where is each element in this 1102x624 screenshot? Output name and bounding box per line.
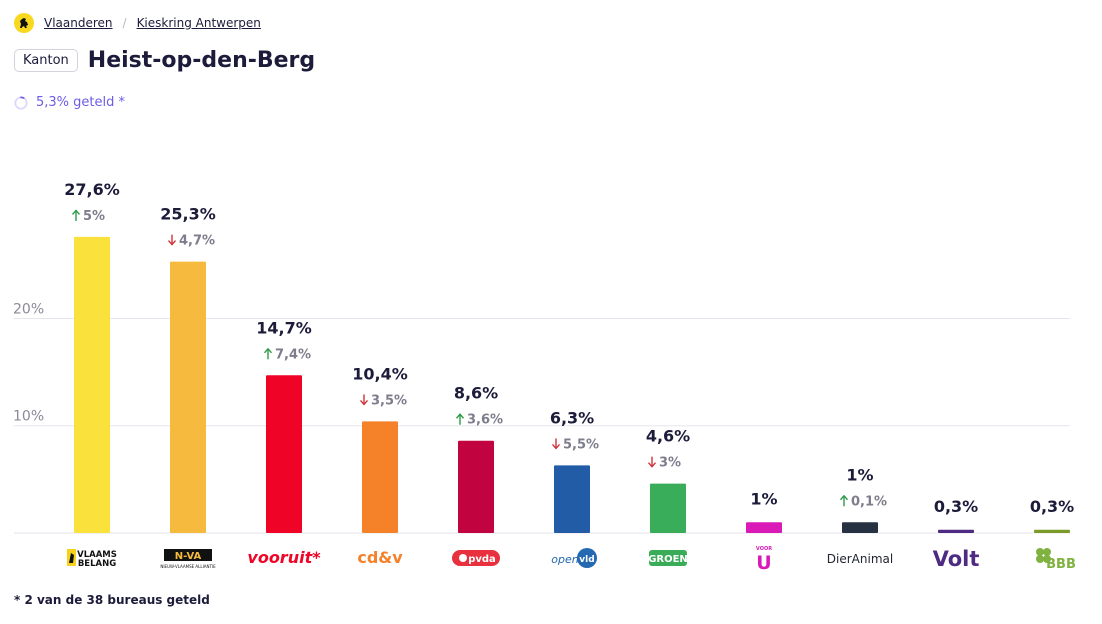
bar[interactable] (266, 375, 302, 533)
bar-group-5[interactable]: 8,6% 3,6% pvda (452, 384, 503, 566)
arrow-down-icon (647, 456, 657, 468)
y-tick-label: 20% (13, 301, 44, 317)
level-tag: Kanton (14, 49, 78, 72)
change-label: 4,7% (179, 234, 215, 249)
title-row: Kanton Heist-op-den-Berg (14, 48, 315, 73)
bar-group-9[interactable]: 1% 0,1% DierAnimal (827, 465, 893, 566)
change-label: 5,5% (563, 437, 599, 452)
breadcrumb-link-vlaanderen[interactable]: Vlaanderen (44, 16, 113, 30)
value-label: 8,6% (454, 384, 498, 403)
party-logo: vooruit* (247, 548, 321, 567)
value-label: 25,3% (160, 205, 216, 224)
bar[interactable] (650, 483, 686, 533)
party-logo: cd&v (357, 548, 403, 567)
progress-text: 5,3% geteld * (36, 95, 126, 110)
value-label: 0,3% (1030, 497, 1074, 516)
change-label: 7,4% (275, 347, 311, 362)
bar-group-2[interactable]: 25,3% 4,7% N-VA NIEUW-VLAAMSE ALLIANTIE (160, 205, 216, 569)
bar-group-7[interactable]: 4,6% 3% GROEN (646, 427, 690, 566)
bar-group-4[interactable]: 10,4% 3,5% cd&v (352, 364, 408, 567)
party-logo-text: VOOR (756, 546, 772, 552)
breadcrumb: Vlaanderen / Kieskring Antwerpen (14, 12, 261, 34)
progress-ring-icon (14, 95, 28, 110)
party-logo-text: cd&v (357, 548, 403, 567)
arrow-down-icon (359, 394, 369, 406)
bar[interactable] (458, 440, 494, 533)
party-logo: GROEN (648, 550, 688, 566)
value-label: 4,6% (646, 427, 690, 446)
change-label: 5% (83, 209, 105, 224)
count-progress: 5,3% geteld * (14, 95, 125, 110)
page-title: Heist-op-den-Berg (87, 48, 316, 73)
flanders-lion-icon (14, 13, 34, 33)
value-label: 14,7% (256, 318, 312, 337)
party-logo-text: Volt (933, 547, 980, 571)
breadcrumb-link-kieskring[interactable]: Kieskring Antwerpen (136, 16, 261, 30)
party-logo: Volt (933, 547, 980, 571)
value-label: 6,3% (550, 408, 594, 427)
arrow-up-icon (839, 494, 849, 507)
party-logo-text: NIEUW-VLAAMSE ALLIANTIE (160, 564, 216, 569)
footnote: * 2 van de 38 bureaus geteld (14, 593, 210, 607)
party-logo-text: VLAAMS (77, 550, 117, 560)
bar[interactable] (554, 465, 590, 533)
change-label: 0,1% (851, 494, 887, 509)
party-logo-text: U (756, 552, 771, 574)
bar[interactable] (746, 522, 782, 533)
arrow-up-icon (263, 347, 273, 360)
value-label: 0,3% (934, 497, 978, 516)
value-label: 1% (846, 465, 873, 484)
bar[interactable] (74, 236, 110, 533)
y-tick-label: 10% (13, 409, 44, 425)
bar[interactable] (362, 421, 398, 533)
bar-group-11[interactable]: 0,3% BBB (1030, 497, 1076, 572)
arrow-up-icon (455, 413, 465, 425)
value-label: 10,4% (352, 364, 408, 383)
party-logo-text: BELANG (78, 559, 116, 569)
bar[interactable] (1034, 529, 1070, 533)
bar-group-6[interactable]: 6,3% 5,5% open vld (550, 408, 599, 568)
party-logo-text: vld (579, 555, 594, 565)
bar[interactable] (938, 529, 974, 533)
arrow-down-icon (167, 234, 177, 246)
value-label: 27,6% (64, 180, 120, 199)
party-logo-text: BBB (1046, 557, 1076, 572)
party-logo-text: N-VA (175, 551, 202, 562)
arrow-down-icon (551, 438, 561, 450)
party-logo: DierAnimal (827, 552, 893, 566)
breadcrumb-separator: / (122, 16, 127, 30)
party-logo: BBB (1036, 548, 1076, 572)
bar[interactable] (170, 261, 206, 533)
party-logo-text: open (551, 553, 578, 566)
party-logo-text: pvda (468, 554, 496, 565)
party-logo: pvda (452, 550, 500, 566)
party-logo: N-VA NIEUW-VLAAMSE ALLIANTIE (160, 549, 216, 569)
party-logo-text: vooruit* (247, 548, 321, 567)
bar-group-3[interactable]: 14,7% 7,4% vooruit* (247, 318, 321, 567)
arrow-up-icon (71, 209, 81, 221)
party-logo: open vld (551, 548, 597, 568)
change-label: 3,5% (371, 393, 407, 408)
change-label: 3% (659, 456, 681, 471)
party-logo-text: DierAnimal (827, 552, 893, 566)
bar-group-10[interactable]: 0,3% Volt (933, 497, 980, 571)
bar[interactable] (842, 522, 878, 533)
value-label: 1% (750, 489, 777, 508)
party-logo-text: GROEN (648, 554, 688, 565)
change-label: 3,6% (467, 413, 503, 428)
